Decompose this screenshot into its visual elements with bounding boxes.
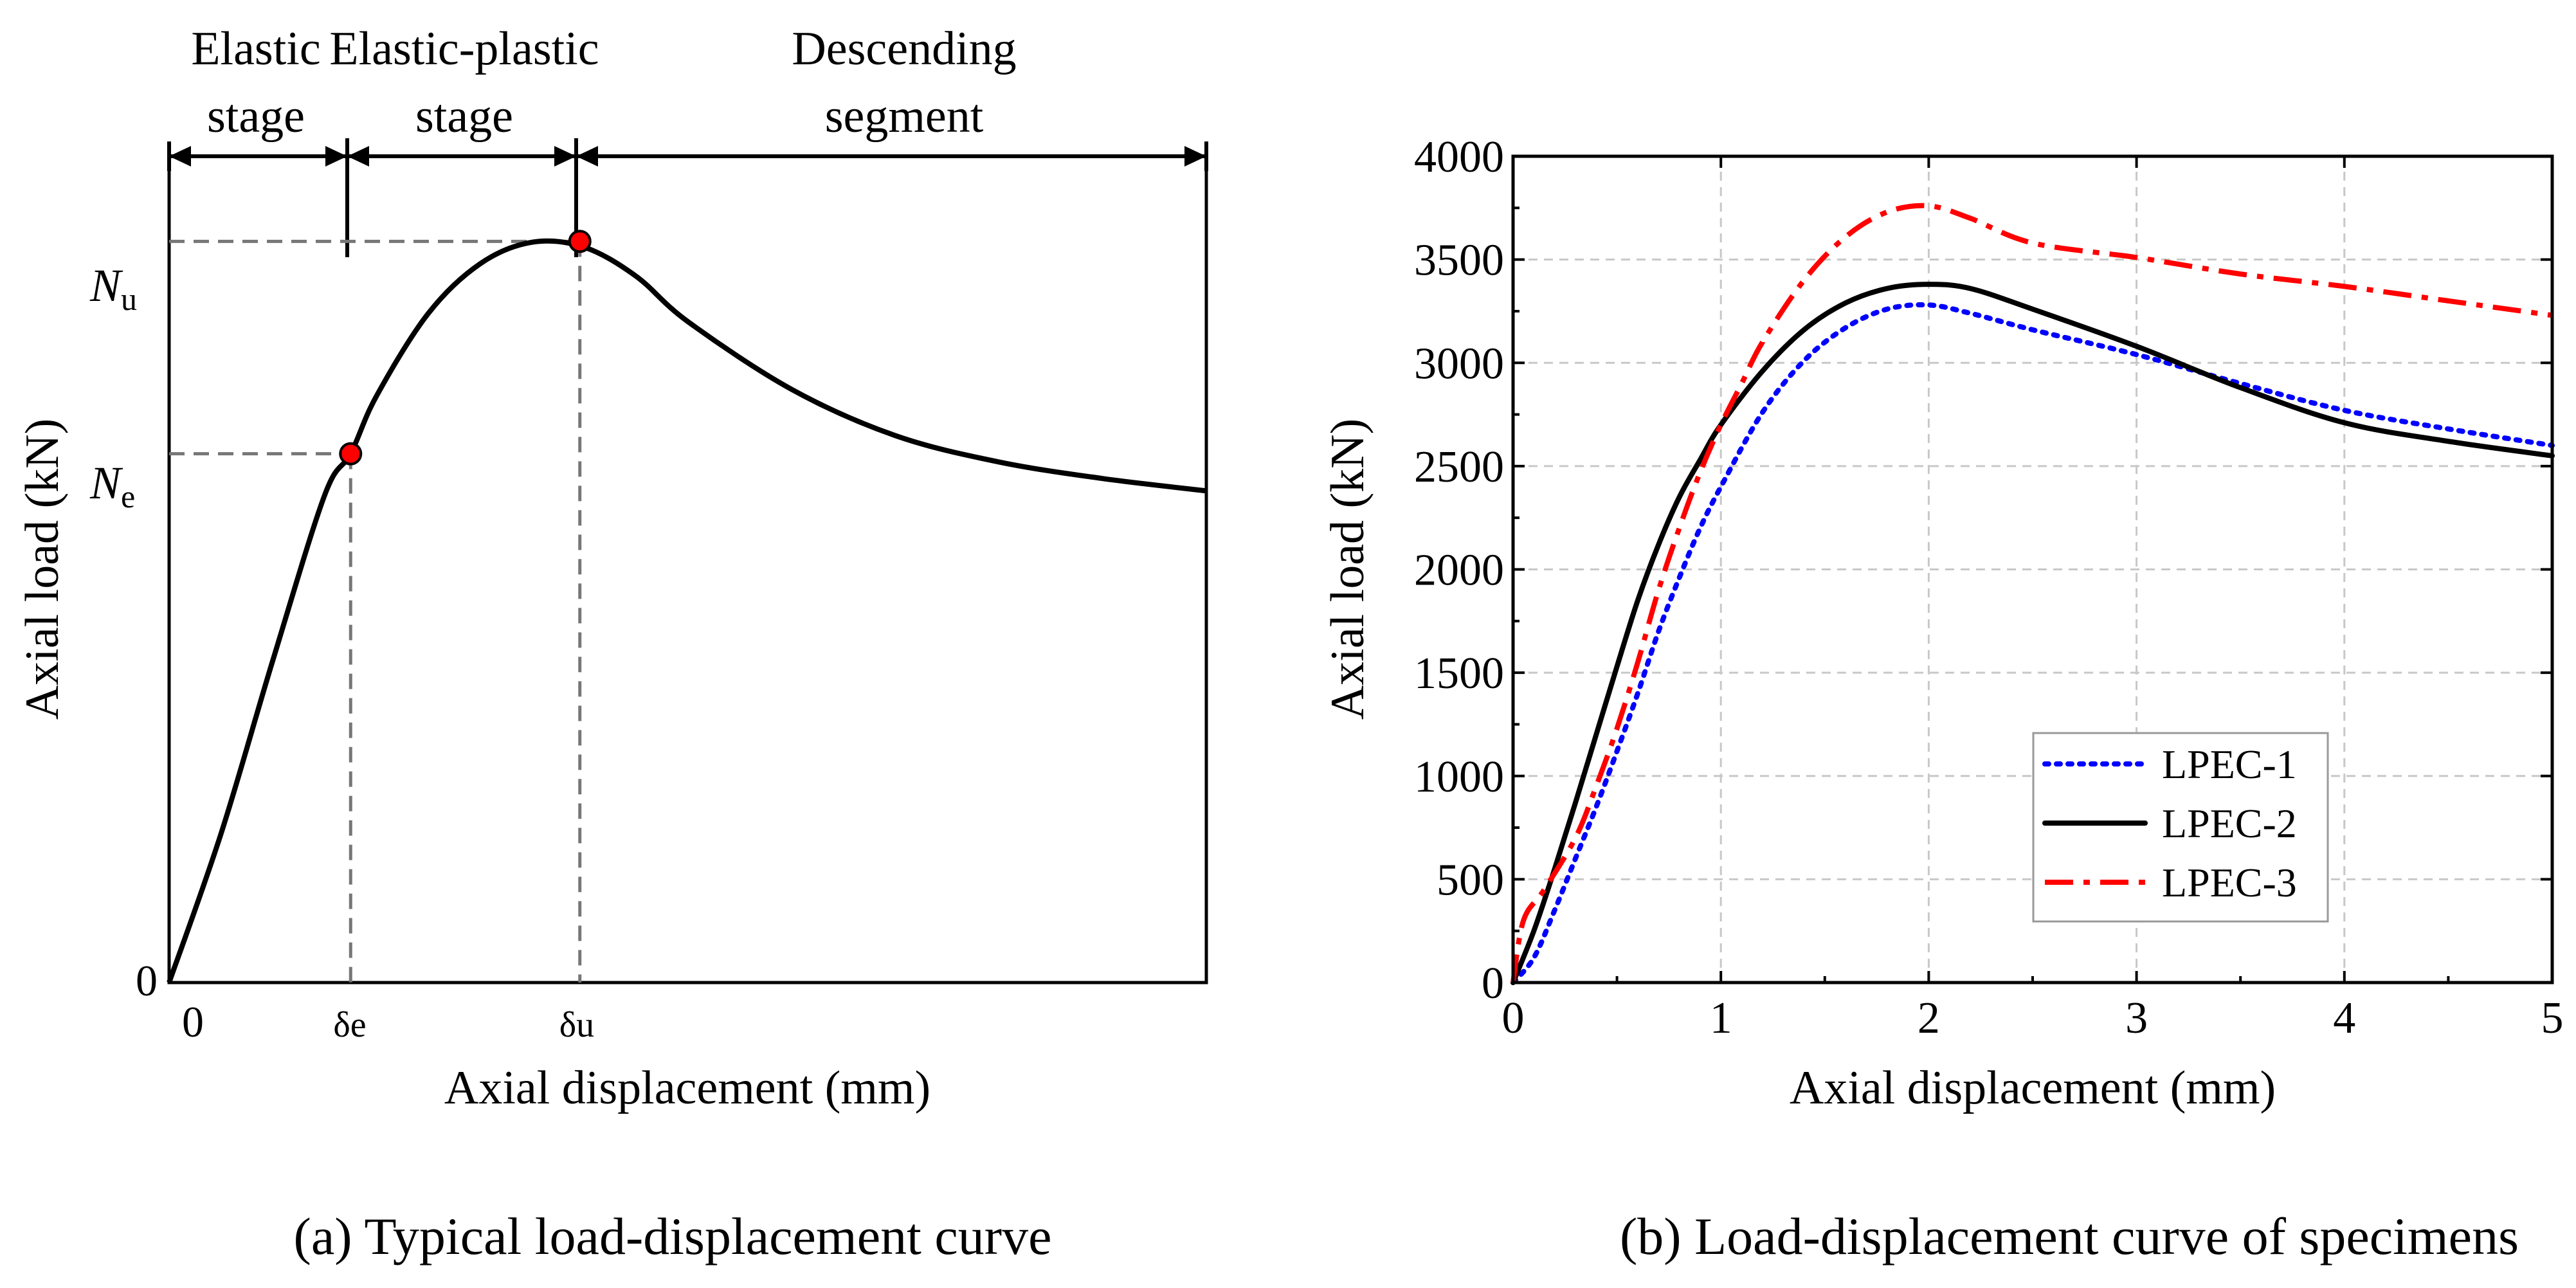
x-tick-label-delta-u: δu [559, 1005, 594, 1045]
series-line-lpec-2 [1510, 282, 2555, 985]
y-axis-label-a: Axial load (kN) [16, 419, 69, 720]
y-tick-label-2000: 2000 [1414, 546, 1504, 595]
x-tick-label-5: 5 [2541, 993, 2564, 1043]
panel-b-specimen-curves: 0 1 2 3 4 5 0 500 1000 1500 2000 2500 3000 3500 4000 A… [1321, 132, 2564, 1265]
axis-ticks [1512, 155, 2553, 984]
x-axis-label-b: Axial displacement (mm) [1790, 1062, 2276, 1114]
y-tick-label-4000: 4000 [1414, 132, 1504, 182]
y-tick-label-nu: Nu [89, 260, 137, 317]
typical-curve [167, 238, 1207, 984]
stage-label-elastic-2: stage [207, 90, 305, 143]
caption-a: (a) Typical load-displacement curve [294, 1207, 1052, 1265]
key-points [339, 230, 592, 466]
stage-label-descending-2: segment [825, 90, 984, 143]
y-tick-label-0: 0 [1482, 959, 1504, 1008]
y-tick-label-500: 500 [1437, 855, 1504, 905]
stage-label-elastic-1: Elastic [191, 23, 320, 75]
series-lines [1510, 203, 2555, 985]
x-tick-label-4: 4 [2333, 993, 2355, 1043]
legend-label-lpec-3: LPEC-3 [2162, 860, 2297, 905]
x-tick-label-0: 0 [182, 997, 204, 1046]
series-line-lpec-1 [1510, 302, 2555, 985]
x-tick-label-1: 1 [1710, 993, 1732, 1043]
panel-a-typical-curve: Elastic stage Elastic-plastic stage Desc… [16, 23, 1208, 1265]
y-axis-label-b: Axial load (kN) [1321, 419, 1374, 720]
stage-label-plastic-2: stage [415, 90, 513, 143]
legend: LPEC-1 LPEC-2 LPEC-3 [2032, 732, 2329, 923]
stage-label-descending-1: Descending [792, 23, 1016, 75]
y-tick-label-2500: 2500 [1414, 442, 1504, 492]
y-tick-label-3000: 3000 [1414, 339, 1504, 388]
caption-b: (b) Load-displacement curve of specimens [1620, 1207, 2519, 1265]
key-point-0 [339, 442, 363, 466]
plot-area-a [167, 154, 1208, 984]
y-tick-label-0: 0 [136, 956, 158, 1005]
x-tick-label-2: 2 [1918, 993, 1940, 1043]
key-point-1 [568, 230, 592, 253]
tick-labels: 0 1 2 3 4 5 0 500 1000 1500 2000 2500 3000 3500 4000 [1414, 132, 2564, 1043]
x-axis-label-a: Axial displacement (mm) [444, 1062, 930, 1114]
x-tick-label-3: 3 [2125, 993, 2148, 1043]
x-tick-label-0: 0 [1502, 993, 1525, 1043]
y-tick-label-1500: 1500 [1414, 649, 1504, 698]
series-line-lpec-3 [1510, 203, 2553, 983]
y-tick-label-3500: 3500 [1414, 236, 1504, 286]
grid-lines [1513, 156, 2552, 983]
x-tick-label-delta-e: δe [333, 1005, 366, 1045]
legend-label-lpec-1: LPEC-1 [2162, 741, 2297, 787]
legend-label-lpec-2: LPEC-2 [2162, 801, 2297, 846]
y-tick-label-1000: 1000 [1414, 752, 1504, 802]
y-tick-label-ne: Ne [89, 457, 135, 514]
guide-lines [169, 239, 582, 983]
stage-label-plastic-1: Elastic-plastic [329, 23, 599, 75]
